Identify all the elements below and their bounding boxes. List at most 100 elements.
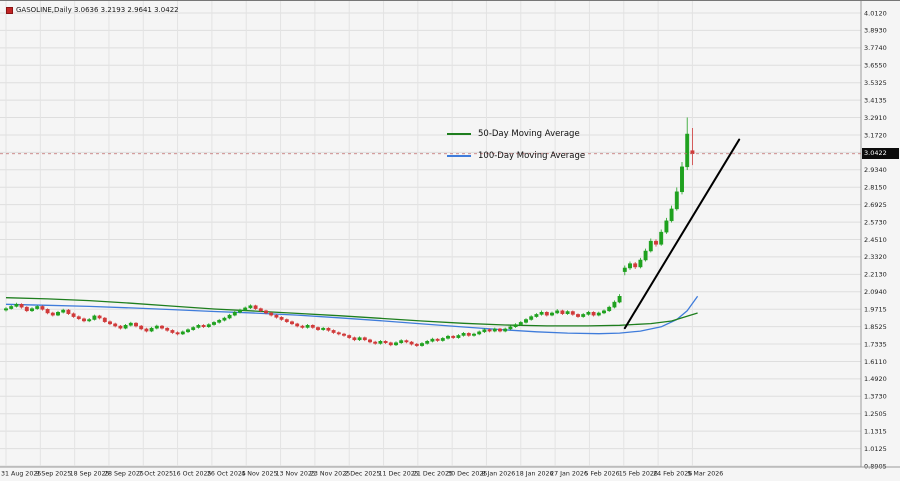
price-axis-label: 3.4135: [864, 96, 887, 104]
ma50-line: [5, 297, 698, 327]
chart-title: GASOLINE,Daily 3.0636 3.2193 2.9641 3.04…: [6, 6, 179, 14]
candle-body: [56, 311, 60, 316]
candle-body: [144, 328, 149, 332]
price-axis-label: 1.9715: [864, 305, 887, 313]
chart-title-text: GASOLINE,Daily 3.0636 3.2193 2.9641 3.04…: [16, 6, 179, 14]
price-axis-label: 3.8930: [864, 27, 887, 35]
ma100-line: [5, 295, 699, 335]
candle-body: [472, 333, 476, 336]
candle-body: [357, 337, 362, 341]
candle-body: [24, 306, 29, 312]
price-axis-label: 2.6925: [864, 201, 887, 209]
ma50-legend-row: 50-Day Moving Average: [447, 123, 585, 145]
date-axis-label: 15 Feb 2026: [619, 471, 658, 478]
price-axis-label: 1.0125: [864, 445, 887, 453]
candle-body: [451, 335, 456, 338]
candle-body: [123, 325, 128, 329]
price-axis-label: 3.5325: [864, 79, 887, 87]
candle-body: [326, 327, 331, 331]
date-axis-label: 18 Sep 2025: [70, 471, 110, 478]
candle-body: [50, 312, 55, 316]
candle-body: [165, 327, 170, 331]
candle-body: [201, 325, 206, 328]
date-axis-label: 26 Oct 2025: [207, 471, 246, 478]
candle-body: [617, 296, 622, 303]
candle-body: [596, 312, 601, 316]
candle-body: [331, 330, 336, 333]
candle-body: [227, 314, 232, 319]
candle-body: [633, 263, 638, 268]
candle-body: [503, 328, 508, 332]
candle-body: [253, 305, 258, 309]
candle-body: [446, 335, 450, 339]
date-axis-label: 27 Jan 2026: [550, 471, 588, 478]
candle-body: [102, 317, 107, 322]
candle-body: [212, 322, 216, 325]
candle-body: [555, 310, 560, 314]
candle-body: [550, 312, 554, 316]
date-axis-label: 31 Aug 2025: [1, 471, 41, 478]
candle-body: [508, 326, 513, 330]
ma100-legend-line: [447, 155, 471, 157]
candle-body: [399, 340, 404, 343]
candle-body: [477, 331, 482, 335]
candle-body: [316, 327, 320, 330]
price-axis-label: 3.1720: [864, 131, 887, 139]
candle-body: [295, 323, 300, 327]
candle-body: [674, 191, 679, 210]
candle-body: [544, 311, 549, 316]
candle-body: [35, 306, 40, 309]
candle-body: [612, 301, 617, 308]
candle-body: [217, 319, 222, 323]
price-axis-label: 1.2505: [864, 410, 887, 418]
candle-body: [4, 308, 8, 311]
candle-body: [66, 309, 71, 314]
candle-body: [383, 341, 388, 343]
ma100-legend-label: 100-Day Moving Average: [478, 151, 586, 161]
candle-body: [591, 311, 596, 316]
candle-body: [565, 311, 570, 314]
date-axis-label: 5 Mar 2026: [687, 471, 723, 478]
candle-body: [139, 325, 144, 330]
candle-body: [134, 322, 138, 327]
candle-body: [154, 325, 159, 329]
candle-body: [482, 329, 487, 333]
candle-body: [336, 332, 341, 335]
ma50-legend-label: 50-Day Moving Average: [478, 129, 580, 139]
ma50-legend-line: [447, 133, 471, 135]
candle-body: [82, 318, 86, 322]
candle-body: [560, 310, 565, 314]
candle-body: [498, 328, 502, 332]
price-axis-label: 1.3730: [864, 393, 887, 401]
date-axis-label: 4 Nov 2025: [241, 471, 277, 478]
candle-body: [180, 331, 185, 335]
price-axis-label: 4.0120: [864, 9, 887, 17]
candle-body: [19, 304, 24, 308]
candle-body: [160, 325, 164, 329]
price-axis-label: 3.6550: [864, 62, 887, 70]
candle-body: [586, 311, 591, 315]
candle-body: [518, 322, 523, 325]
candle-body: [654, 240, 658, 245]
candle-body: [373, 341, 378, 344]
candle-body: [352, 337, 357, 341]
candle-body: [128, 322, 133, 326]
chart-legend: 50-Day Moving Average 100-Day Moving Ave…: [447, 123, 585, 167]
date-axis-label: 24 Feb 2026: [653, 471, 692, 478]
candle-body: [108, 321, 112, 325]
price-axis-label: 1.1315: [864, 427, 887, 435]
candle-body: [186, 329, 190, 333]
candle-body: [534, 314, 539, 317]
price-axis-label: 1.7335: [864, 340, 887, 348]
candle-body: [440, 338, 445, 341]
candle-body: [466, 333, 471, 336]
date-axis-label: 2 Dec 2025: [344, 471, 380, 478]
price-axis-label: 2.5730: [864, 218, 887, 226]
candle-body: [170, 330, 175, 333]
candle-body: [643, 250, 648, 261]
price-axis-label: 0.8905: [864, 462, 887, 470]
candle-body: [524, 319, 528, 323]
date-axis-label: 21 Dec 2025: [413, 471, 453, 478]
